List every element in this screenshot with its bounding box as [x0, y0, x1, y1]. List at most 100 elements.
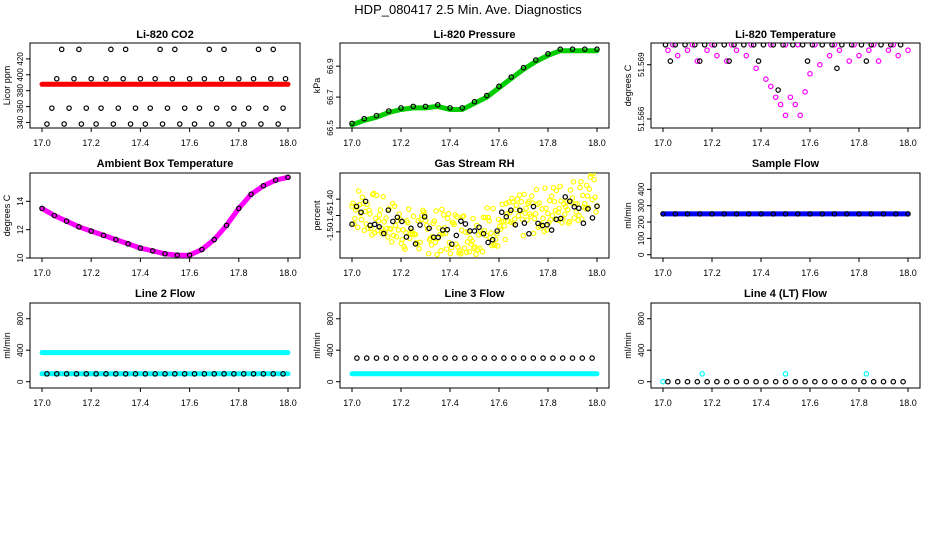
data-point-magenta	[787, 94, 794, 101]
data-point-black	[544, 221, 550, 228]
x-tick-label: 17.6	[490, 398, 508, 408]
data-point-yellow-scatter	[493, 230, 500, 237]
data-point-black	[394, 214, 401, 221]
data-point-yellow-scatter	[443, 246, 450, 252]
data-point-black	[589, 355, 595, 361]
data-point-yellow-scatter	[530, 230, 537, 237]
x-tick-label: 17.0	[654, 268, 672, 278]
data-point-black	[113, 236, 119, 243]
data-point-black	[462, 221, 469, 227]
data-point-black	[103, 371, 109, 377]
data-point-black	[53, 371, 60, 377]
data-point-black	[353, 203, 360, 210]
x-tick-label: 17.8	[230, 268, 248, 278]
data-point-black	[782, 211, 789, 217]
data-point-magenta	[665, 47, 671, 54]
data-point-black	[211, 236, 218, 243]
data-point-yellow-scatter	[548, 193, 555, 199]
data-point-black	[880, 211, 887, 217]
x-tick-label: 17.2	[392, 268, 410, 278]
data-point-magenta	[836, 47, 843, 54]
plot-frame	[29, 42, 301, 129]
x-tick-label: 17.4	[441, 138, 459, 148]
data-point-black	[480, 230, 487, 237]
data-point-cyan	[863, 371, 870, 377]
x-tick-label: 17.6	[801, 398, 819, 408]
data-point-yellow-scatter	[581, 200, 588, 207]
data-point-black	[498, 209, 505, 216]
data-point-black-circles	[169, 75, 176, 82]
data-point-yellow-scatter	[351, 221, 357, 227]
data-point-black-circles	[240, 121, 247, 127]
data-point-black-circles	[58, 46, 65, 53]
data-point-black	[709, 211, 715, 217]
plot-area	[39, 174, 291, 258]
data-point-black-circles	[83, 105, 90, 111]
data-point-black	[704, 378, 710, 385]
data-point-yellow-scatter	[560, 216, 566, 222]
data-point-magenta	[905, 47, 911, 54]
data-point-magenta	[684, 47, 691, 54]
x-tick-label: 18.0	[899, 138, 917, 148]
data-point-black	[399, 218, 405, 225]
y-tick-label: 200	[637, 215, 646, 229]
data-point-yellow-scatter	[395, 227, 402, 233]
data-point-yellow-scatter	[566, 218, 573, 225]
data-point-yellow-scatter	[425, 250, 432, 257]
data-point-black-circles	[270, 46, 277, 53]
data-point-yellow-scatter	[538, 221, 544, 228]
data-point-black	[442, 355, 448, 361]
plot-frame	[29, 172, 301, 259]
data-point-yellow-scatter	[484, 205, 491, 211]
data-point-yellow-scatter	[448, 244, 455, 251]
data-point-black-circles	[258, 121, 264, 127]
y-tick-label: 66.9	[326, 58, 335, 74]
data-point-black-circles	[255, 46, 262, 53]
data-point-black	[240, 371, 247, 377]
plot-area	[39, 350, 291, 377]
plot-frame	[339, 302, 610, 389]
data-point-yellow-scatter	[567, 187, 574, 193]
data-point-yellow-scatter	[388, 239, 395, 245]
data-point-magenta	[772, 94, 779, 101]
data-point-magenta	[782, 43, 789, 48]
data-point-yellow-scatter	[479, 248, 486, 255]
chart-panel-6: Sample Flow ml/min 17.0 17.2 17.4 17.6 17.8 18.…	[623, 158, 921, 278]
data-point-yellow-scatter	[377, 207, 384, 213]
data-point-yellow-scatter	[591, 176, 597, 183]
data-point-yellow-scatter	[410, 213, 417, 220]
data-point-black	[434, 102, 441, 108]
data-point-black	[831, 211, 838, 217]
y-axis-label: ml/min	[623, 332, 633, 359]
data-point-black	[390, 218, 396, 225]
data-point-black	[520, 64, 527, 71]
data-point-cyan	[782, 371, 789, 377]
data-point-black	[834, 65, 840, 72]
data-point-black	[521, 220, 528, 226]
y-tick-label: 66.7	[326, 89, 335, 105]
y-tick-label: 400	[326, 343, 335, 357]
plot-area	[662, 43, 911, 119]
data-point-black-circles	[176, 121, 183, 127]
data-point-black-circles	[71, 75, 77, 82]
data-point-black	[684, 211, 691, 217]
data-point-black	[385, 108, 392, 114]
data-point-magenta	[733, 47, 740, 54]
data-point-black	[137, 245, 144, 251]
data-point-black-circles	[221, 46, 227, 53]
data-point-yellow-scatter	[490, 205, 496, 212]
data-point-black-circles	[49, 105, 55, 111]
x-tick-label: 18.0	[588, 268, 606, 278]
data-point-magenta	[890, 43, 897, 48]
data-point-yellow-scatter	[578, 178, 584, 185]
data-point-yellow-scatter	[431, 218, 438, 224]
data-point-black-circles	[44, 121, 50, 127]
data-point-yellow-scatter	[556, 205, 562, 212]
data-point-yellow-scatter	[582, 205, 589, 212]
data-point-yellow-scatter	[416, 245, 422, 252]
data-point-black	[280, 371, 286, 377]
y-tick-label: 800	[326, 312, 335, 326]
data-point-black	[174, 252, 181, 258]
x-tick-label: 18.0	[279, 398, 297, 408]
data-point-black	[843, 211, 850, 217]
